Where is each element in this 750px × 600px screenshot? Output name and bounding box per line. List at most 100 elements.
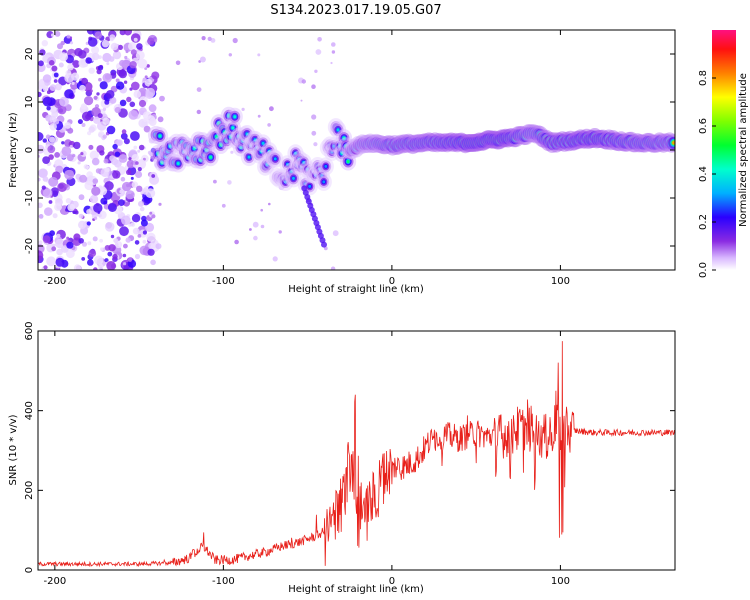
- spectrogram-noise-blob: [86, 30, 95, 35]
- colorbar-tick-label: 0.2: [698, 214, 709, 230]
- spectrogram-noise-blob: [113, 238, 119, 244]
- spectrogram-noise-blob: [99, 81, 108, 90]
- colorbar-tick-label: 0.8: [698, 70, 709, 86]
- spectrogram-noise-blob: [38, 202, 43, 209]
- spectrogram-noise-blob: [257, 53, 261, 57]
- spectrogram-y-tick-label: 0: [24, 147, 35, 153]
- spectrogram-noise-blob: [52, 213, 58, 219]
- spectrogram-noise-blob: [159, 95, 165, 102]
- spectrogram-noise-blob: [148, 104, 157, 113]
- spectrogram-noise-blob: [100, 197, 108, 205]
- spectrogram-noise-blob: [48, 200, 53, 204]
- spectrogram-noise-blob: [61, 245, 69, 253]
- spectrogram-noise-blob: [56, 233, 61, 238]
- spectrogram-noise-blob: [133, 37, 138, 42]
- snr-series-line: [38, 341, 675, 568]
- spectrogram-noise-blob: [66, 249, 75, 259]
- spectrogram-noise-blob: [98, 186, 108, 196]
- spectrogram-noise-blob: [87, 37, 98, 47]
- spectrogram-streak-blob: [321, 241, 327, 248]
- spectrogram-noise-blob: [137, 234, 142, 238]
- spectrogram-noise-blob: [131, 214, 141, 223]
- spectrogram-noise-blob: [123, 30, 132, 36]
- spectrogram-noise-blob: [112, 143, 118, 150]
- spectrogram-noise-blob: [249, 228, 252, 231]
- spectrogram-noise-blob: [81, 123, 86, 127]
- spectrogram-noise-blob: [122, 181, 132, 192]
- spectrogram-noise-blob: [97, 263, 104, 270]
- spectrogram-noise-blob: [104, 167, 110, 173]
- spectrogram-noise-blob: [48, 60, 55, 66]
- spectrogram-track-blob: [308, 184, 312, 188]
- spectrogram-noise-blob: [135, 171, 143, 178]
- spectrogram-noise-blob: [330, 266, 336, 270]
- spectrogram-noise-blob: [41, 185, 46, 190]
- spectrogram-noise-blob: [140, 219, 148, 227]
- spectrogram-noise-blob: [94, 31, 103, 39]
- spectrogram-noise-blob: [88, 126, 95, 133]
- spectrogram-noise-blob: [54, 159, 64, 169]
- spectrogram-noise-blob: [114, 106, 121, 114]
- spectrogram-noise-blob: [78, 194, 85, 201]
- spectrogram-noise-blob: [48, 136, 56, 143]
- spectrogram-noise-blob: [134, 253, 141, 260]
- spectrogram-noise-blob: [213, 179, 217, 184]
- spectrogram-noise-blob: [113, 50, 121, 58]
- spectrogram-noise-blob: [142, 230, 147, 235]
- spectrogram-noise-blob: [123, 138, 130, 145]
- spectrogram-track-blob: [231, 126, 235, 130]
- spectrogram-noise-blob: [86, 221, 91, 226]
- spectrogram-track-blob: [336, 128, 340, 132]
- spectrogram-noise-blob: [119, 226, 129, 237]
- spectrogram-noise-blob: [38, 250, 44, 261]
- snr-x-tick-label: 100: [551, 576, 570, 587]
- spectrogram-noise-blob: [103, 158, 109, 164]
- spectrogram-noise-blob: [114, 30, 120, 33]
- snr-y-ticks: 0 200 400 600: [24, 321, 675, 573]
- spectrogram-noise-blob: [125, 237, 131, 243]
- spectrogram-noise-blob: [139, 206, 145, 212]
- spectrogram-noise-blob: [311, 130, 317, 136]
- spectrogram-noise-blob: [58, 62, 64, 68]
- colorbar: 0.0 0.2 0.4 0.6 0.8 Normalized spectral ampl…: [698, 30, 749, 278]
- spectrogram-noise-blob: [48, 154, 54, 160]
- spectrogram-noise-blob: [114, 242, 119, 247]
- spectrogram-noise-blob: [96, 92, 100, 96]
- spectrogram-noise-blob: [102, 73, 113, 83]
- spectrogram-noise-blob: [50, 187, 59, 196]
- spectrogram-noise-blob: [269, 106, 274, 112]
- spectrogram-noise-blob: [53, 79, 58, 83]
- spectrogram-noise-blob: [131, 181, 139, 188]
- spectrogram-noise-blob: [145, 87, 156, 98]
- spectrogram-x-ticks: -200 -100 0 100: [44, 30, 570, 287]
- spectrogram-noise-blob: [331, 42, 336, 47]
- snr-x-label: Height of straight line (km): [288, 584, 424, 595]
- spectrogram-noise-blob: [130, 222, 136, 227]
- spectrogram-noise-blob: [65, 70, 72, 76]
- spectrogram-noise-blob: [137, 167, 142, 172]
- spectrogram-noise-blob: [49, 84, 57, 91]
- spectrogram-noise-blob: [88, 67, 95, 74]
- spectrogram-noise-blob: [126, 169, 132, 175]
- spectrogram-noise-blob: [131, 81, 140, 91]
- spectrogram-noise-blob: [54, 83, 62, 91]
- spectrogram-noise-blob: [199, 56, 206, 63]
- spectrogram-noise-blob: [67, 203, 75, 212]
- spectrogram-noise-blob: [119, 189, 124, 194]
- spectrogram-noise-blob: [142, 77, 147, 82]
- snr-y-tick-label: 0: [24, 567, 35, 573]
- spectrogram-noise-blob: [87, 259, 94, 266]
- spectrogram-noise-blob: [267, 123, 271, 127]
- spectrogram-noise-blob: [144, 75, 148, 79]
- spectrogram-x-tick-label: 100: [551, 276, 570, 287]
- spectrogram-noise-blob: [52, 243, 56, 248]
- spectrogram-noise-blob: [114, 151, 121, 157]
- colorbar-tick-label: 0.4: [698, 166, 709, 182]
- spectrogram-x-tick-label: -200: [44, 276, 67, 287]
- spectrogram-noise-blob: [210, 38, 216, 43]
- spectrogram-noise-blob: [118, 199, 125, 207]
- spectrogram-y-tick-label: -20: [24, 238, 35, 254]
- spectrogram-noise-blob: [64, 169, 75, 180]
- spectrogram-noise-blob: [88, 249, 97, 257]
- snr-frame: [37, 330, 676, 571]
